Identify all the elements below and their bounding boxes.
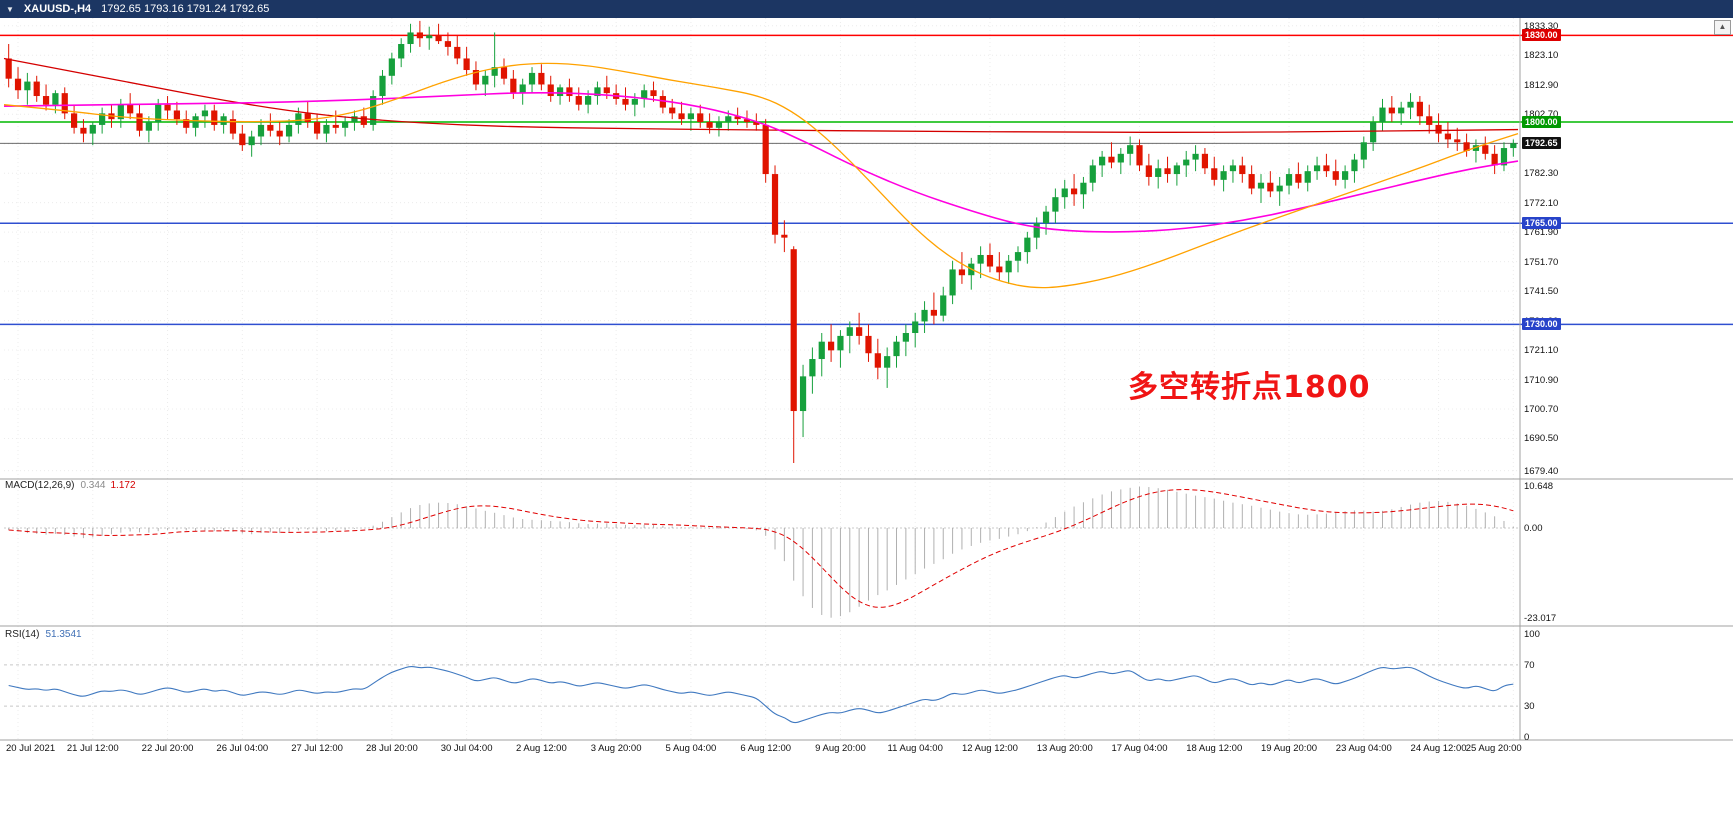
macd-panel-label: MACD(12,26,9) 0.344 1.172	[5, 480, 136, 491]
symbol-dropdown-icon[interactable]: ▼	[6, 4, 14, 14]
chart-annotation-text: 多空转折点1800	[1128, 370, 1371, 405]
macd-main-value: 0.344	[80, 480, 106, 491]
chart-title-bar: ▼ XAUUSD-,H4 1792.65 1793.16 1791.24 179…	[0, 0, 1733, 18]
macd-signal-value: 1.172	[110, 480, 136, 491]
symbol-period-label: XAUUSD-,H4	[23, 3, 92, 15]
rsi-name: RSI(14)	[5, 629, 40, 640]
rsi-panel-label: RSI(14) 51.3541	[5, 629, 82, 640]
macd-name: MACD(12,26,9)	[5, 480, 75, 491]
scrollbar-up-button[interactable]: ▲	[1714, 20, 1731, 35]
ohlc-readout: 1792.65 1793.16 1791.24 1792.65	[101, 3, 270, 15]
rsi-value: 51.3541	[45, 629, 82, 640]
